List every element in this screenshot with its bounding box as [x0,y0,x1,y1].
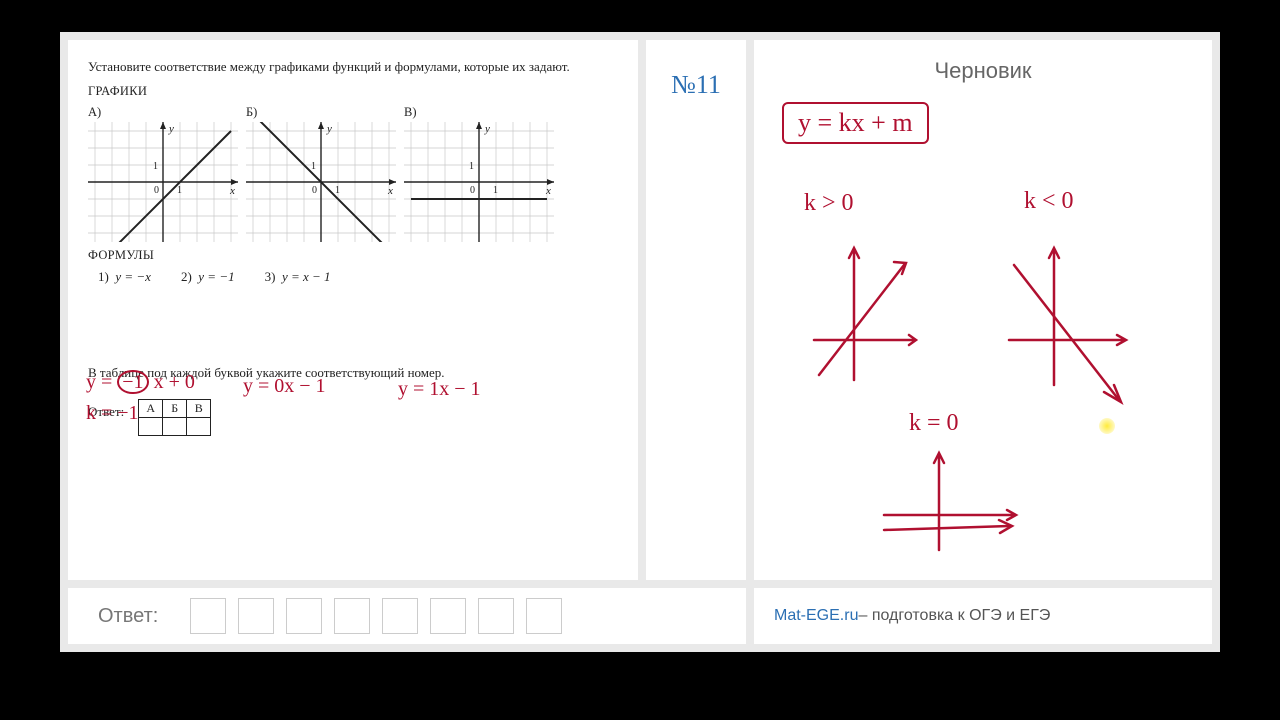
hw-eq2: y = 0x − 1 [243,375,326,398]
cell-a[interactable] [139,417,163,435]
answer-bar-label: Ответ: [98,605,158,628]
graph-b: Б) y x 0 1 1 [246,105,396,242]
svg-text:y: y [168,123,174,135]
answer-table: А Б В [138,399,211,436]
th-a: А [139,399,163,417]
hw-k1: k = −1 [86,402,139,425]
draft-title: Черновик [774,58,1192,84]
svg-text:y: y [326,123,332,135]
formula-1: 1) y = −x [98,269,151,285]
hw-kzero: k = 0 [909,410,959,438]
svg-text:1: 1 [469,161,474,172]
answer-box-2[interactable] [238,598,274,634]
hw-kneg: k < 0 [1024,188,1074,216]
svg-text:y: y [484,123,490,135]
cell-c[interactable] [187,417,211,435]
hw-eq3: y = 1x − 1 [398,378,481,401]
graph-label-b: Б) [246,105,396,120]
chart-a-svg: y x 0 1 1 [88,122,238,242]
th-b: Б [163,399,187,417]
cursor-highlight-icon [1099,418,1115,434]
answer-box-7[interactable] [478,598,514,634]
bottom-row: Ответ: Mat-EGE.ru – подготовка к ОГЭ и Е… [68,588,1212,644]
formula-2: 2) y = −1 [181,269,235,285]
answer-bar: Ответ: [68,588,746,644]
hw-eq1: y = −1 x + 0 [86,370,195,394]
answer-box-8[interactable] [526,598,562,634]
svg-text:0: 0 [470,185,475,196]
footer-panel: Mat-EGE.ru – подготовка к ОГЭ и ЕГЭ [754,588,1212,644]
stage: Установите соответствие между графиками … [60,32,1220,652]
svg-text:1: 1 [153,161,158,172]
chart-b-svg: y x 0 1 1 [246,122,396,242]
graphs-heading: ГРАФИКИ [88,84,618,99]
graph-a: А) y x 0 1 1 [88,105,238,242]
svg-text:x: x [387,185,393,197]
task-text: Установите соответствие между графиками … [88,58,618,76]
formulas-heading: ФОРМУЛЫ [88,248,618,263]
svg-text:0: 0 [154,185,159,196]
graphs-row: А) y x 0 1 1 Б) y x 0 1 1 В) y x 0 1 1 [88,105,618,242]
draft-panel: Черновик y = kx + m k > 0 k < 0 k = 0 [754,40,1212,580]
hw-kpos: k > 0 [804,190,854,218]
answer-box-5[interactable] [382,598,418,634]
answer-box-3[interactable] [286,598,322,634]
footer-text: – подготовка к ОГЭ и ЕГЭ [858,607,1050,625]
answer-box-1[interactable] [190,598,226,634]
svg-text:1: 1 [311,161,316,172]
task-number: №11 [671,70,721,100]
svg-text:x: x [229,185,235,197]
svg-text:1: 1 [177,185,182,196]
graph-c: В) y x 0 1 1 [404,105,554,242]
svg-text:0: 0 [312,185,317,196]
answer-table-wrap: Ответ: А Б В [88,389,618,436]
svg-text:1: 1 [335,185,340,196]
chart-c-svg: y x 0 1 1 [404,122,554,242]
svg-text:1: 1 [493,185,498,196]
formulas-row: 1) y = −x 2) y = −1 3) y = x − 1 [98,269,618,285]
th-c: В [187,399,211,417]
svg-text:x: x [545,185,551,197]
formula-3: 3) y = x − 1 [265,269,331,285]
cell-b[interactable] [163,417,187,435]
top-row: Установите соответствие между графиками … [68,40,1212,580]
task-number-panel: №11 [646,40,746,580]
graph-label-c: В) [404,105,554,120]
footer-link[interactable]: Mat-EGE.ru [774,607,858,625]
answer-box-6[interactable] [430,598,466,634]
graph-label-a: А) [88,105,238,120]
problem-panel: Установите соответствие между графиками … [68,40,638,580]
hw-main-formula: y = kx + m [782,102,929,144]
answer-box-4[interactable] [334,598,370,634]
